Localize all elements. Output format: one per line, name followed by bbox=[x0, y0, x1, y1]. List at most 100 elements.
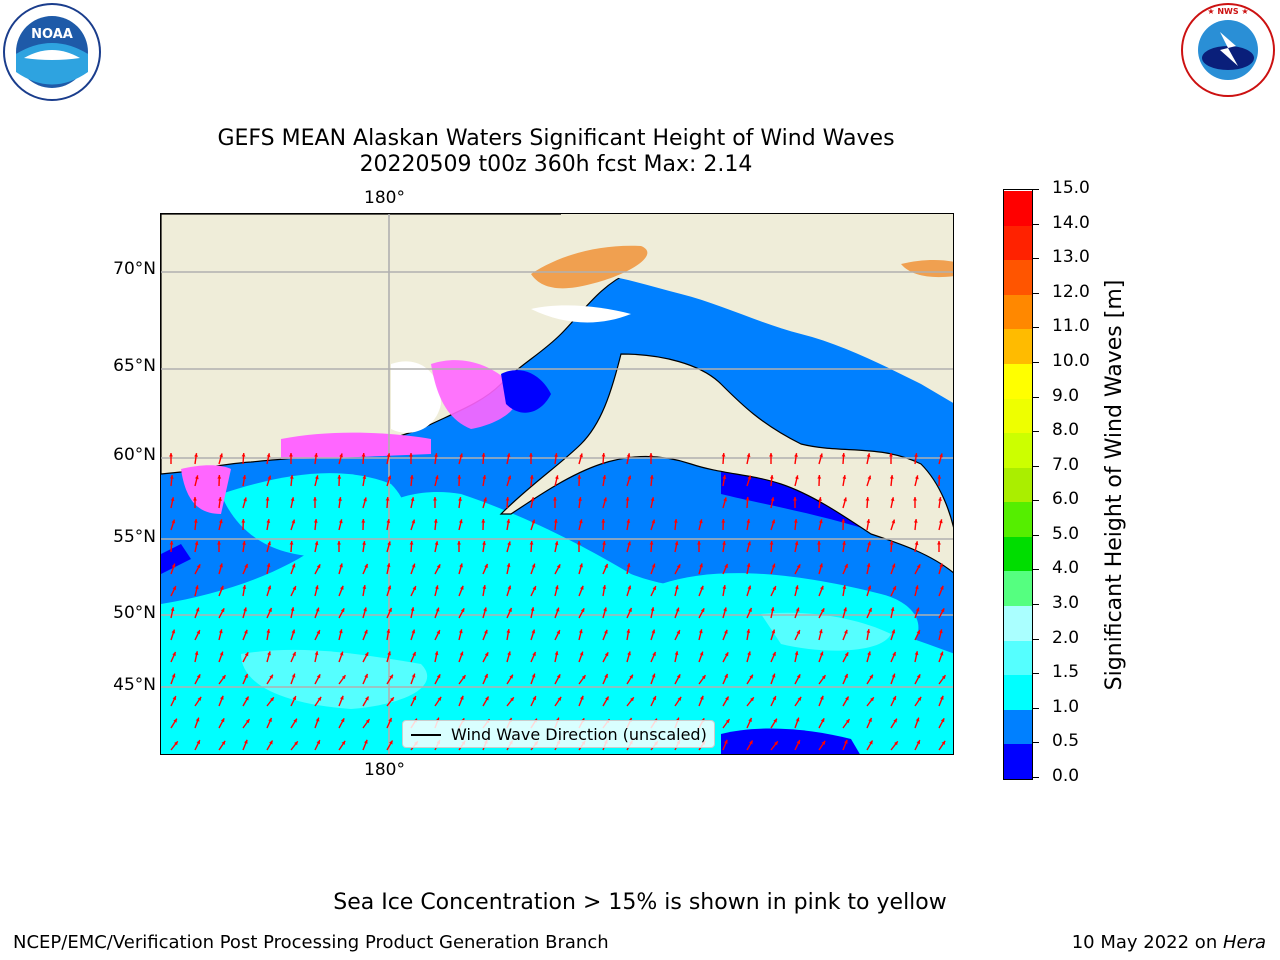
wind-arrow-head bbox=[481, 453, 486, 457]
colorbar-tick bbox=[1033, 223, 1039, 225]
wind-arrow-head bbox=[529, 475, 534, 479]
wind-arrow-head bbox=[699, 563, 703, 568]
wind-arrow-head bbox=[578, 497, 582, 501]
wind-arrow-head bbox=[652, 651, 656, 656]
wind-arrow-head bbox=[628, 607, 632, 612]
wind-arrow-head bbox=[506, 563, 511, 568]
colorbar-tick bbox=[1033, 465, 1039, 467]
wind-arrow-head bbox=[459, 563, 463, 568]
wind-arrow-head bbox=[626, 563, 631, 568]
wind-arrow-head bbox=[580, 608, 585, 613]
wind-arrow-head bbox=[724, 652, 729, 657]
wind-arrow-head bbox=[939, 651, 944, 656]
wind-arrow-head bbox=[313, 497, 317, 501]
wind-arrow-head bbox=[578, 629, 583, 634]
wind-arrow-head bbox=[794, 651, 799, 656]
wind-arrow-head bbox=[698, 629, 703, 634]
wind-arrow-head bbox=[365, 696, 369, 701]
wind-arrow-head bbox=[289, 475, 294, 479]
wind-arrow-head bbox=[338, 629, 343, 634]
wind-arrow-head bbox=[771, 629, 776, 634]
wind-arrow-head bbox=[889, 475, 894, 479]
wind-arrow-head bbox=[314, 651, 319, 656]
wind-arrow-head bbox=[794, 453, 798, 457]
wind-arrow-head bbox=[818, 519, 823, 524]
wind-arrow-head bbox=[626, 453, 631, 458]
wind-arrow-head bbox=[938, 497, 942, 501]
lat-label-45: 45°N bbox=[113, 675, 156, 695]
wind-arrow-head bbox=[650, 607, 655, 612]
wind-arrow-head bbox=[674, 541, 679, 546]
wind-arrow-head bbox=[410, 607, 415, 612]
wind-arrow-head bbox=[506, 629, 511, 633]
wind-arrow-head bbox=[554, 651, 559, 656]
colorbar-tick bbox=[1033, 534, 1039, 536]
wind-arrow-head bbox=[292, 696, 297, 701]
wind-arrow-head bbox=[339, 563, 343, 568]
wind-arrow-head bbox=[291, 629, 296, 634]
wind-arrow-head bbox=[387, 651, 391, 656]
wind-arrow-head bbox=[317, 696, 322, 701]
wind-arrow-head bbox=[796, 674, 801, 679]
wind-arrow-head bbox=[218, 519, 223, 524]
colorbar-tick bbox=[1033, 361, 1039, 363]
wind-arrow-head bbox=[221, 740, 226, 745]
wind-arrow-head bbox=[433, 519, 438, 523]
colorbar-tick bbox=[1033, 189, 1039, 190]
wind-arrow-head bbox=[170, 607, 175, 612]
wind-arrow-head bbox=[531, 673, 536, 678]
colorbar-tick-label: 11.0 bbox=[1052, 316, 1090, 337]
colorbar-segment bbox=[1004, 536, 1032, 572]
colorbar-segment bbox=[1004, 432, 1032, 468]
wind-arrow-head bbox=[460, 695, 464, 700]
wind-arrow-head bbox=[241, 453, 246, 457]
wind-arrow-head bbox=[867, 475, 872, 480]
wind-arrow-head bbox=[650, 497, 655, 502]
colorbar-tick-label: 9.0 bbox=[1052, 385, 1080, 406]
no-data-region bbox=[531, 305, 631, 323]
wind-arrow-head bbox=[457, 541, 461, 545]
wind-arrow-head bbox=[748, 717, 752, 722]
wind-arrow-head bbox=[891, 673, 896, 678]
wind-arrow-head bbox=[242, 585, 247, 589]
wind-arrow-head bbox=[195, 607, 200, 612]
wind-arrow-head bbox=[555, 607, 560, 612]
wind-arrow-head bbox=[820, 585, 824, 590]
wind-arrow-head bbox=[483, 607, 487, 612]
wind-arrow-head bbox=[940, 695, 944, 700]
wind-arrow-head bbox=[724, 673, 728, 678]
wind-arrow-head bbox=[365, 719, 370, 724]
wind-arrow-head bbox=[940, 585, 944, 590]
wind-arrow-head bbox=[941, 675, 946, 680]
wind-arrow-head bbox=[771, 563, 776, 568]
wind-arrow-head bbox=[436, 674, 441, 679]
map-legend: Wind Wave Direction (unscaled) bbox=[402, 720, 715, 748]
wind-arrow-head bbox=[266, 453, 271, 458]
wind-arrow-head bbox=[604, 652, 609, 657]
wind-arrow-head bbox=[844, 563, 848, 568]
colorbar-tick bbox=[1033, 396, 1039, 398]
wind-arrow-head bbox=[339, 651, 344, 656]
wind-arrow-head bbox=[916, 564, 921, 569]
wind-arrow-head bbox=[821, 675, 826, 680]
sea-ice-note: Sea Ice Concentration > 15% is shown in … bbox=[333, 890, 947, 915]
wind-arrow-head bbox=[314, 585, 319, 590]
colorbar bbox=[1003, 189, 1033, 780]
colorbar-tick bbox=[1033, 638, 1039, 640]
wind-arrow-head bbox=[218, 497, 222, 501]
wind-arrow-head bbox=[580, 585, 584, 590]
wind-arrow-head bbox=[627, 585, 632, 590]
wind-arrow-head bbox=[316, 740, 321, 745]
wind-arrow-head bbox=[172, 586, 177, 591]
wind-arrow-head bbox=[725, 696, 729, 701]
wave-region-light bbox=[761, 612, 891, 651]
wind-arrow-head bbox=[266, 563, 271, 568]
wind-arrow-head bbox=[532, 696, 537, 701]
wind-arrow-head bbox=[721, 453, 726, 457]
colorbar-segment bbox=[1004, 225, 1032, 261]
wind-arrow-head bbox=[627, 651, 631, 656]
nws-logo: ★ NWS ★ bbox=[1181, 3, 1275, 97]
wind-arrow-head bbox=[916, 630, 921, 635]
wind-arrow-head bbox=[458, 497, 462, 501]
colorbar-tick bbox=[1033, 500, 1039, 502]
